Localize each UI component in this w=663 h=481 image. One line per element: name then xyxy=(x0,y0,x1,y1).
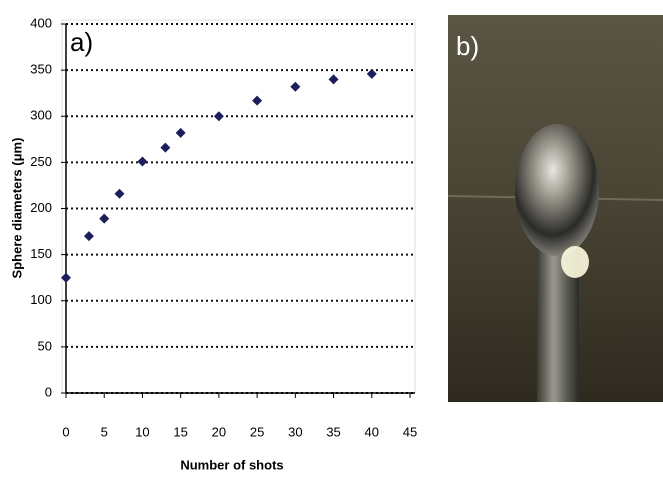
photo: b) xyxy=(447,15,663,402)
x-tick-label: 25 xyxy=(250,424,264,439)
data-point xyxy=(290,81,301,92)
data-point xyxy=(99,213,110,224)
x-tick-label: 35 xyxy=(326,424,340,439)
x-tick-label: 30 xyxy=(288,424,302,439)
x-tick-label: 20 xyxy=(212,424,226,439)
y-tick-label: 250 xyxy=(30,154,52,169)
y-tick-label: 50 xyxy=(38,338,52,353)
y-tick-label: 350 xyxy=(30,62,52,77)
x-tick-label: 5 xyxy=(101,424,108,439)
photo-sphere xyxy=(515,124,599,256)
data-point xyxy=(213,111,224,122)
panel-label: b) xyxy=(456,31,479,61)
photo-highlight xyxy=(561,246,589,278)
y-tick-label: 150 xyxy=(30,246,52,261)
y-axis-title: Sphere diameters (μm) xyxy=(9,138,24,279)
panel-label: a) xyxy=(70,27,93,57)
data-point xyxy=(160,142,171,153)
data-point xyxy=(252,95,263,106)
data-point xyxy=(175,127,186,138)
x-tick-label: 0 xyxy=(62,424,69,439)
data-point xyxy=(114,188,125,199)
data-point xyxy=(61,272,71,283)
y-tick-label: 200 xyxy=(30,200,52,215)
data-point xyxy=(366,68,377,79)
x-axis-title: Number of shots xyxy=(180,457,283,472)
plot-area xyxy=(61,19,416,394)
x-tick-label: 40 xyxy=(365,424,379,439)
y-tick-label: 100 xyxy=(30,292,52,307)
x-tick-label: 10 xyxy=(135,424,149,439)
data-point xyxy=(137,156,148,167)
x-tick-label: 45 xyxy=(403,424,417,439)
data-point xyxy=(83,231,94,242)
y-tick-label: 0 xyxy=(45,384,52,399)
x-tick-label: 15 xyxy=(173,424,187,439)
y-tick-label: 400 xyxy=(30,15,52,30)
y-tick-label: 300 xyxy=(30,108,52,123)
data-point xyxy=(328,74,339,85)
